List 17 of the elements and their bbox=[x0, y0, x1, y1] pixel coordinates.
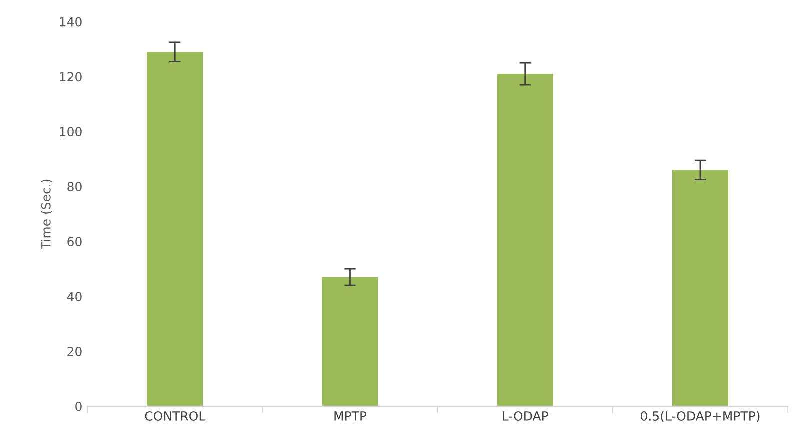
x-tick-label: 0.5(L-ODAP+MPTP) bbox=[641, 411, 760, 422]
bar bbox=[322, 277, 378, 406]
bar bbox=[672, 170, 728, 406]
bar bbox=[147, 52, 204, 406]
y-tick-label: 140 bbox=[60, 17, 82, 27]
y-tick-label: 40 bbox=[67, 292, 82, 302]
x-tick-label: L-ODAP bbox=[503, 411, 548, 421]
y-tick-label: 80 bbox=[68, 182, 82, 192]
x-tick-label: MPTP bbox=[334, 412, 367, 421]
y-tick-label: 100 bbox=[60, 127, 82, 137]
y-axis-title: Time (Sec.) bbox=[41, 180, 52, 250]
y-tick-label: 0 bbox=[76, 402, 82, 412]
y-tick-label: 20 bbox=[68, 346, 82, 356]
x-tick-label: CONTROL bbox=[145, 411, 206, 421]
y-tick-label: 60 bbox=[68, 237, 82, 247]
bar bbox=[497, 74, 554, 406]
y-tick-label: 120 bbox=[60, 72, 82, 82]
